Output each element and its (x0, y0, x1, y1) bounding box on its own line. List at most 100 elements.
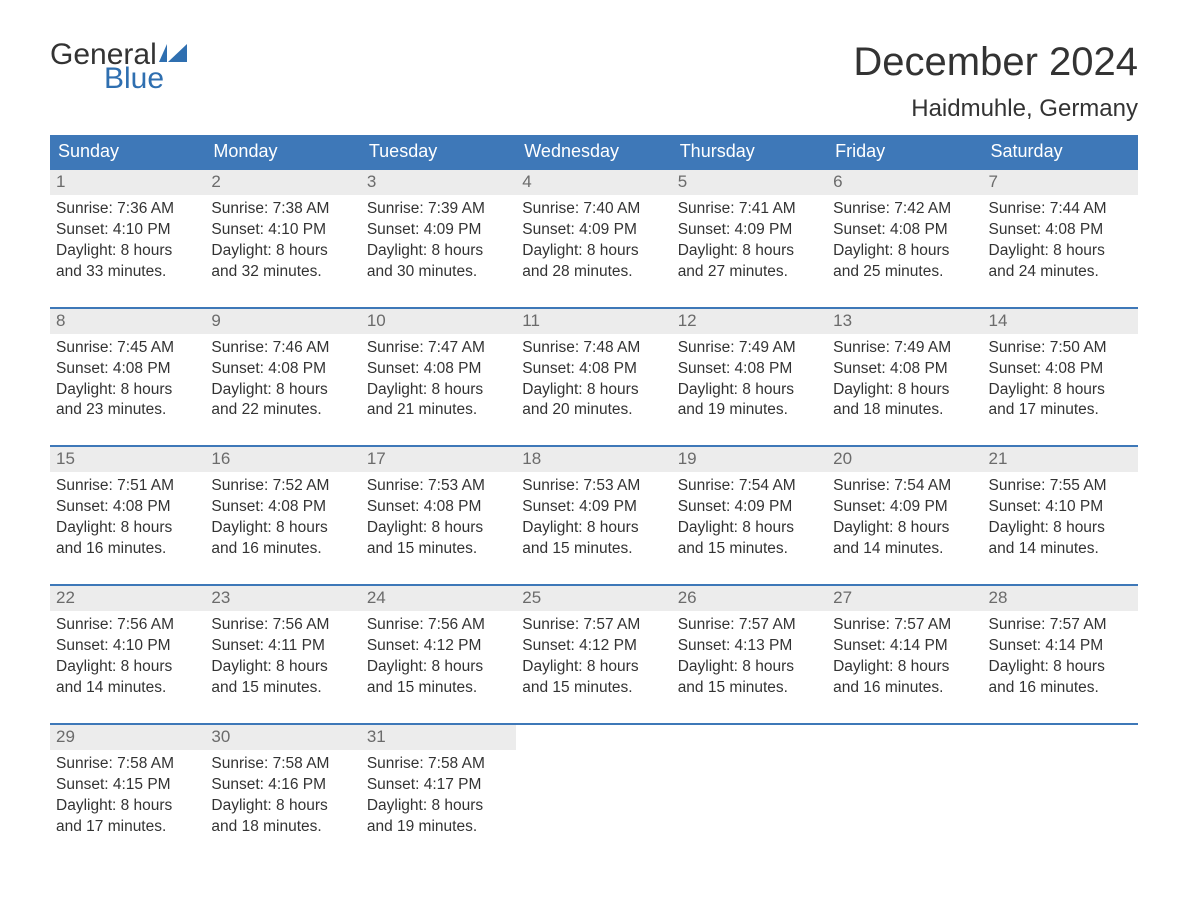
calendar-day: 3Sunrise: 7:39 AMSunset: 4:09 PMDaylight… (361, 170, 516, 307)
calendar-day: 11Sunrise: 7:48 AMSunset: 4:08 PMDayligh… (516, 309, 671, 446)
day-details: Sunrise: 7:49 AMSunset: 4:08 PMDaylight:… (672, 334, 827, 446)
day-daylight-line2: and 19 minutes. (367, 817, 510, 838)
day-sunrise: Sunrise: 7:56 AM (367, 615, 510, 636)
day-number: 16 (205, 447, 360, 472)
logo-word-blue: Blue (104, 64, 187, 94)
day-daylight-line1: Daylight: 8 hours (56, 518, 199, 539)
day-daylight-line2: and 15 minutes. (522, 678, 665, 699)
day-sunrise: Sunrise: 7:42 AM (833, 199, 976, 220)
day-sunrise: Sunrise: 7:38 AM (211, 199, 354, 220)
day-number: 27 (827, 586, 982, 611)
calendar-day: 17Sunrise: 7:53 AMSunset: 4:08 PMDayligh… (361, 447, 516, 584)
day-daylight-line2: and 24 minutes. (989, 262, 1132, 283)
day-sunset: Sunset: 4:12 PM (367, 636, 510, 657)
day-daylight-line1: Daylight: 8 hours (833, 518, 976, 539)
day-daylight-line2: and 32 minutes. (211, 262, 354, 283)
weekday-thursday: Thursday (672, 135, 827, 168)
day-details: Sunrise: 7:49 AMSunset: 4:08 PMDaylight:… (827, 334, 982, 446)
day-number: 25 (516, 586, 671, 611)
day-details: Sunrise: 7:57 AMSunset: 4:14 PMDaylight:… (827, 611, 982, 723)
day-sunrise: Sunrise: 7:48 AM (522, 338, 665, 359)
day-daylight-line2: and 14 minutes. (989, 539, 1132, 560)
day-daylight-line2: and 14 minutes. (833, 539, 976, 560)
weekday-friday: Friday (827, 135, 982, 168)
day-daylight-line2: and 21 minutes. (367, 400, 510, 421)
calendar-day: 25Sunrise: 7:57 AMSunset: 4:12 PMDayligh… (516, 586, 671, 723)
day-number: 20 (827, 447, 982, 472)
calendar-day: 22Sunrise: 7:56 AMSunset: 4:10 PMDayligh… (50, 586, 205, 723)
day-sunrise: Sunrise: 7:58 AM (56, 754, 199, 775)
day-number: 2 (205, 170, 360, 195)
day-daylight-line1: Daylight: 8 hours (56, 657, 199, 678)
day-sunset: Sunset: 4:10 PM (56, 220, 199, 241)
day-sunset: Sunset: 4:09 PM (522, 497, 665, 518)
day-daylight-line2: and 16 minutes. (833, 678, 976, 699)
day-details: Sunrise: 7:57 AMSunset: 4:12 PMDaylight:… (516, 611, 671, 723)
day-details: Sunrise: 7:56 AMSunset: 4:10 PMDaylight:… (50, 611, 205, 723)
day-number: 3 (361, 170, 516, 195)
day-daylight-line2: and 19 minutes. (678, 400, 821, 421)
day-number: 26 (672, 586, 827, 611)
day-daylight-line1: Daylight: 8 hours (833, 380, 976, 401)
day-sunset: Sunset: 4:08 PM (989, 220, 1132, 241)
day-sunrise: Sunrise: 7:57 AM (833, 615, 976, 636)
day-details: Sunrise: 7:53 AMSunset: 4:08 PMDaylight:… (361, 472, 516, 584)
day-number: 15 (50, 447, 205, 472)
day-sunrise: Sunrise: 7:50 AM (989, 338, 1132, 359)
day-sunset: Sunset: 4:09 PM (522, 220, 665, 241)
calendar-day: 18Sunrise: 7:53 AMSunset: 4:09 PMDayligh… (516, 447, 671, 584)
day-details: Sunrise: 7:44 AMSunset: 4:08 PMDaylight:… (983, 195, 1138, 307)
day-details: Sunrise: 7:36 AMSunset: 4:10 PMDaylight:… (50, 195, 205, 307)
day-daylight-line2: and 27 minutes. (678, 262, 821, 283)
day-sunset: Sunset: 4:10 PM (211, 220, 354, 241)
day-daylight-line1: Daylight: 8 hours (367, 518, 510, 539)
day-sunset: Sunset: 4:16 PM (211, 775, 354, 796)
day-daylight-line2: and 23 minutes. (56, 400, 199, 421)
day-daylight-line1: Daylight: 8 hours (989, 518, 1132, 539)
day-sunrise: Sunrise: 7:41 AM (678, 199, 821, 220)
day-daylight-line1: Daylight: 8 hours (367, 380, 510, 401)
day-sunset: Sunset: 4:12 PM (522, 636, 665, 657)
calendar-day (983, 725, 1138, 862)
day-sunset: Sunset: 4:08 PM (367, 497, 510, 518)
day-sunset: Sunset: 4:08 PM (833, 220, 976, 241)
calendar-day: 4Sunrise: 7:40 AMSunset: 4:09 PMDaylight… (516, 170, 671, 307)
day-number: 23 (205, 586, 360, 611)
header: General Blue December 2024 Haidmuhle, Ge… (50, 40, 1138, 123)
day-daylight-line2: and 33 minutes. (56, 262, 199, 283)
weekday-tuesday: Tuesday (361, 135, 516, 168)
day-sunrise: Sunrise: 7:36 AM (56, 199, 199, 220)
day-number: 6 (827, 170, 982, 195)
day-daylight-line1: Daylight: 8 hours (211, 241, 354, 262)
day-sunrise: Sunrise: 7:52 AM (211, 476, 354, 497)
calendar-day: 29Sunrise: 7:58 AMSunset: 4:15 PMDayligh… (50, 725, 205, 862)
day-sunrise: Sunrise: 7:58 AM (367, 754, 510, 775)
weekday-sunday: Sunday (50, 135, 205, 168)
day-details: Sunrise: 7:58 AMSunset: 4:15 PMDaylight:… (50, 750, 205, 862)
day-sunset: Sunset: 4:14 PM (989, 636, 1132, 657)
day-sunrise: Sunrise: 7:57 AM (989, 615, 1132, 636)
calendar-day: 21Sunrise: 7:55 AMSunset: 4:10 PMDayligh… (983, 447, 1138, 584)
location-subtitle: Haidmuhle, Germany (853, 95, 1138, 123)
logo: General Blue (50, 40, 187, 94)
day-daylight-line2: and 15 minutes. (522, 539, 665, 560)
day-daylight-line2: and 15 minutes. (367, 678, 510, 699)
day-daylight-line1: Daylight: 8 hours (989, 380, 1132, 401)
day-sunset: Sunset: 4:13 PM (678, 636, 821, 657)
weekday-header-row: Sunday Monday Tuesday Wednesday Thursday… (50, 135, 1138, 168)
calendar-day: 7Sunrise: 7:44 AMSunset: 4:08 PMDaylight… (983, 170, 1138, 307)
day-details: Sunrise: 7:58 AMSunset: 4:17 PMDaylight:… (361, 750, 516, 862)
day-details: Sunrise: 7:42 AMSunset: 4:08 PMDaylight:… (827, 195, 982, 307)
day-sunrise: Sunrise: 7:56 AM (56, 615, 199, 636)
day-daylight-line1: Daylight: 8 hours (367, 657, 510, 678)
day-number: 7 (983, 170, 1138, 195)
day-number: 31 (361, 725, 516, 750)
day-daylight-line2: and 18 minutes. (211, 817, 354, 838)
day-sunrise: Sunrise: 7:57 AM (522, 615, 665, 636)
calendar-day: 1Sunrise: 7:36 AMSunset: 4:10 PMDaylight… (50, 170, 205, 307)
day-sunset: Sunset: 4:10 PM (989, 497, 1132, 518)
day-sunrise: Sunrise: 7:51 AM (56, 476, 199, 497)
day-details: Sunrise: 7:51 AMSunset: 4:08 PMDaylight:… (50, 472, 205, 584)
calendar-week: 15Sunrise: 7:51 AMSunset: 4:08 PMDayligh… (50, 445, 1138, 584)
day-details: Sunrise: 7:40 AMSunset: 4:09 PMDaylight:… (516, 195, 671, 307)
